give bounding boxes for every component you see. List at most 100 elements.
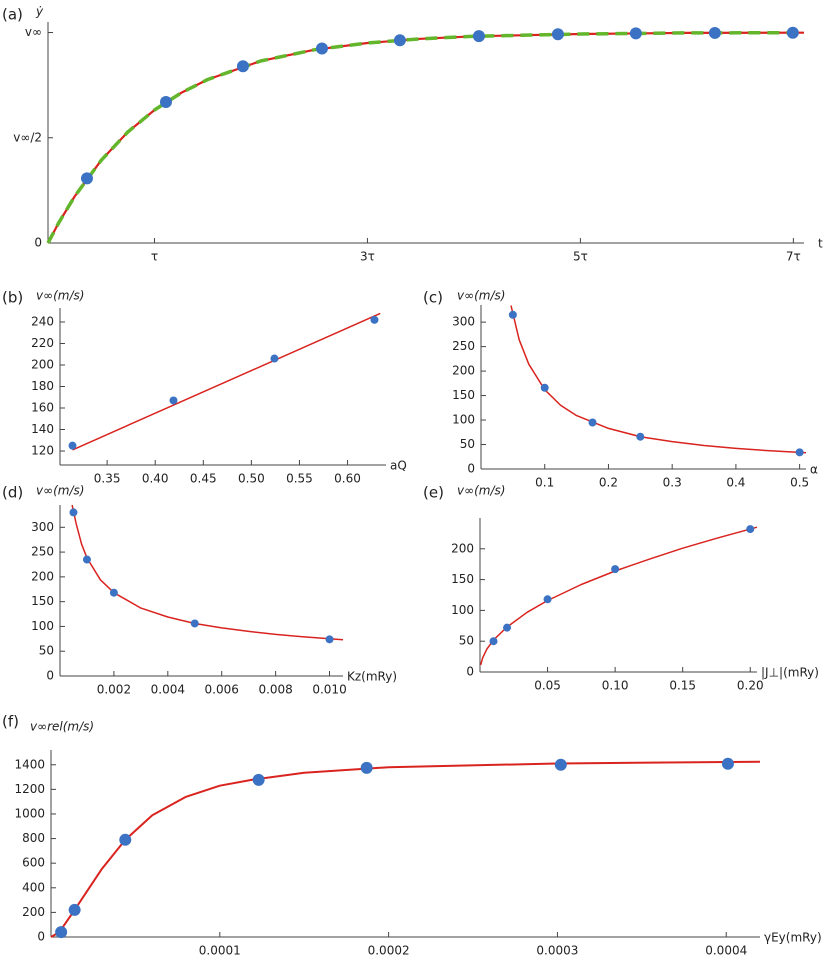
y-tick-label: v∞ — [25, 25, 42, 39]
panel-label: (f) — [2, 713, 19, 731]
x-tick-label: 0.20 — [737, 679, 764, 693]
x-axis-label: γEy(mRy) — [764, 931, 822, 945]
y-tick-label: 600 — [22, 856, 45, 870]
data-point — [508, 310, 517, 319]
x-tick-label: 0.5 — [790, 476, 809, 490]
x-tick-label: 0.50 — [238, 472, 265, 486]
x-tick-label: 0.45 — [190, 472, 217, 486]
y-tick-label: 800 — [22, 831, 45, 845]
x-axis-label: α — [810, 463, 818, 477]
x-axis-label: t — [818, 237, 823, 251]
y-tick-label: 100 — [31, 619, 54, 633]
y-tick-label: 1400 — [14, 757, 45, 771]
x-tick-label: 0.0003 — [536, 944, 578, 958]
x-tick-label: 0.002 — [97, 683, 131, 697]
fit-curve — [71, 504, 344, 641]
data-point — [82, 555, 91, 564]
y-tick-label: 250 — [31, 545, 54, 559]
data-point — [252, 773, 265, 786]
y-tick-label: 140 — [31, 422, 54, 436]
x-tick-label: 0.1 — [535, 476, 554, 490]
data-point — [80, 172, 93, 185]
data-point — [119, 833, 132, 846]
y-tick-label: 50 — [459, 634, 474, 648]
panel-label: (d) — [2, 484, 23, 502]
data-point — [68, 903, 81, 916]
x-tick-label: 0.10 — [602, 679, 629, 693]
y-tick-label: 150 — [31, 594, 54, 608]
y-tick-label: 0 — [37, 930, 45, 944]
x-tick-label: 0.0004 — [705, 944, 747, 958]
data-point — [708, 26, 721, 39]
data-point — [795, 448, 804, 457]
x-tick-label: 0.0001 — [199, 944, 241, 958]
x-tick-label: 0.2 — [599, 476, 618, 490]
y-axis-label: ẏ — [35, 5, 44, 19]
y-axis-label: v∞(m/s) — [457, 289, 505, 303]
y-axis-label: v∞(m/s) — [36, 484, 84, 498]
data-point — [543, 595, 552, 604]
x-tick-label: 0.35 — [94, 472, 121, 486]
y-tick-label: 50 — [460, 437, 475, 451]
y-tick-label: 300 — [31, 520, 54, 534]
y-tick-label: 240 — [31, 314, 54, 328]
y-axis-label: v∞rel(m/s) — [30, 720, 94, 734]
y-tick-label: 120 — [31, 444, 54, 458]
data-point — [360, 761, 373, 774]
fit-curve — [72, 312, 381, 451]
data-point — [68, 441, 77, 450]
y-axis-label: v∞(m/s) — [36, 289, 84, 303]
y-tick-label: 160 — [31, 401, 54, 415]
x-tick-label: 3τ — [360, 250, 375, 264]
panel-label: (c) — [423, 289, 443, 307]
data-point — [109, 588, 118, 597]
y-tick-label: v∞/2 — [13, 130, 42, 144]
data-point — [554, 758, 567, 771]
fit-curve — [47, 31, 805, 244]
y-tick-label: 150 — [452, 388, 475, 402]
y-tick-label: 1000 — [14, 806, 45, 820]
data-point — [325, 635, 334, 644]
x-tick-label: 0.15 — [669, 679, 696, 693]
data-point — [55, 926, 68, 939]
x-tick-label: 0.008 — [258, 683, 292, 697]
dashed-curve — [46, 30, 805, 244]
data-point — [393, 34, 406, 47]
y-tick-label: 200 — [452, 364, 475, 378]
data-point — [270, 354, 279, 363]
y-tick-label: 300 — [452, 315, 475, 329]
y-tick-label: 180 — [31, 379, 54, 393]
x-axis-label: Kz(mRy) — [347, 670, 397, 684]
data-point — [588, 418, 597, 427]
y-tick-label: 250 — [452, 339, 475, 353]
fit-curve — [510, 305, 807, 454]
data-point — [721, 757, 734, 770]
panel-label: (b) — [2, 289, 23, 307]
x-tick-label: 0.05 — [534, 679, 561, 693]
y-tick-label: 220 — [31, 336, 54, 350]
x-tick-label: 5τ — [573, 250, 588, 264]
y-tick-label: 50 — [39, 644, 54, 658]
x-tick-label: 0.0002 — [368, 944, 410, 958]
y-tick-label: 200 — [451, 541, 474, 555]
fit-curve — [50, 760, 761, 938]
y-tick-label: 0 — [34, 236, 42, 250]
data-point — [540, 383, 549, 392]
x-tick-label: 0.4 — [726, 476, 745, 490]
data-point — [236, 60, 249, 73]
data-point — [489, 637, 498, 646]
data-point — [629, 27, 642, 40]
x-tick-label: 0.006 — [205, 683, 239, 697]
data-point — [190, 619, 199, 628]
data-point — [786, 26, 799, 39]
x-axis-label: |J⊥|(mRy) — [761, 666, 819, 680]
y-tick-label: 100 — [452, 413, 475, 427]
y-axis-label: v∞(m/s) — [457, 484, 505, 498]
data-point — [611, 565, 620, 574]
panel-label: (a) — [2, 6, 23, 24]
data-point — [169, 396, 178, 405]
data-point — [472, 30, 485, 43]
x-tick-label: 0.3 — [663, 476, 682, 490]
y-tick-label: 400 — [22, 880, 45, 894]
